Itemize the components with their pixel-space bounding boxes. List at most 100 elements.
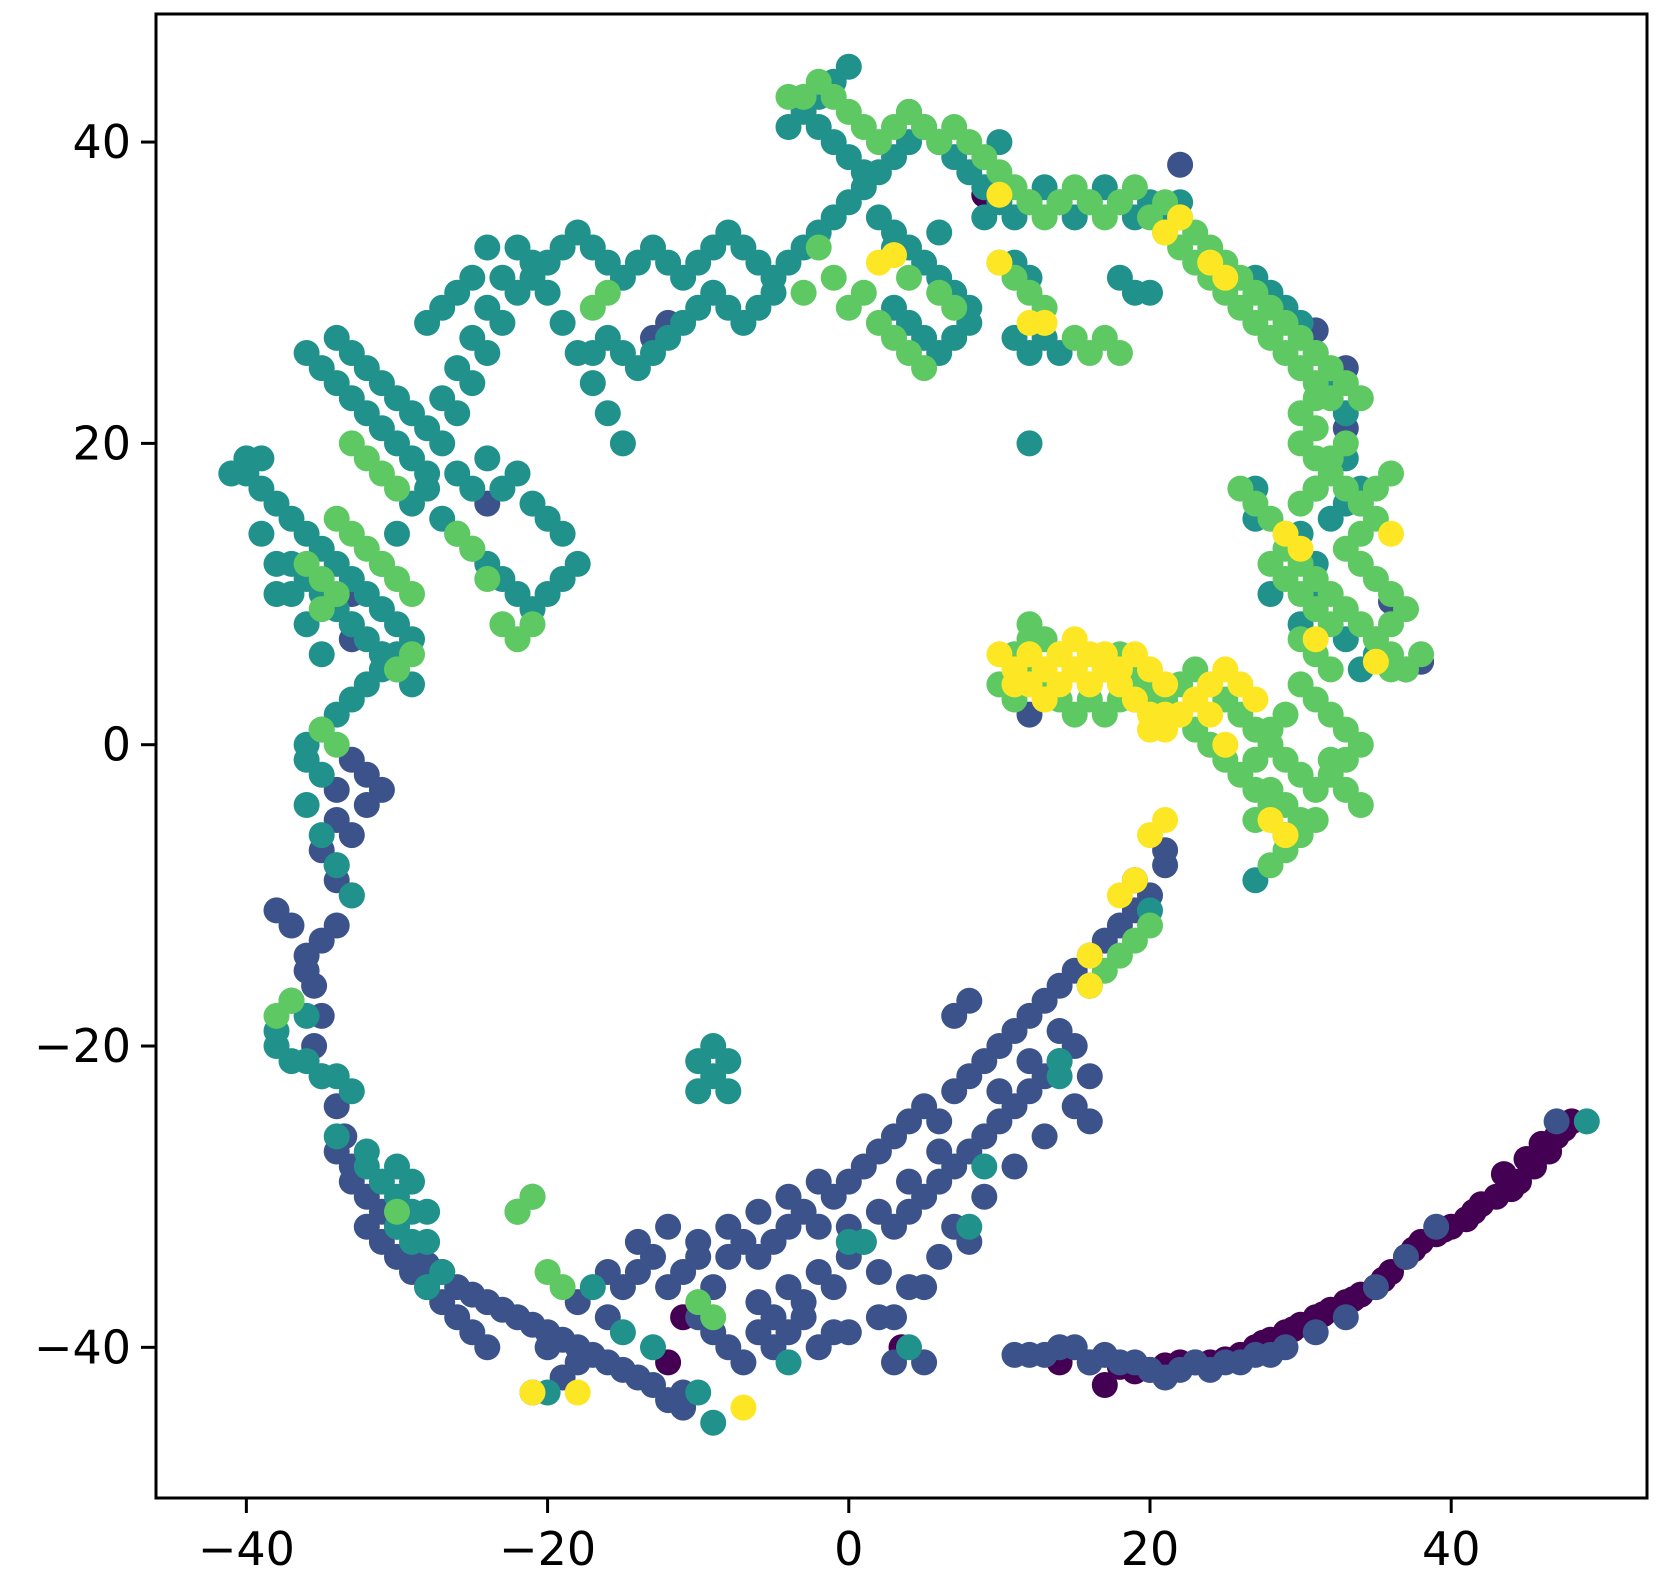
data-point: [384, 1198, 410, 1225]
data-point: [414, 309, 441, 336]
y-axis: −40 −20 0 20 40: [34, 115, 156, 1374]
data-point: [609, 430, 636, 457]
data-point: [489, 264, 516, 291]
data-point: [805, 234, 832, 261]
data-point: [941, 294, 968, 321]
data-point: [956, 987, 983, 1014]
data-point: [881, 242, 907, 269]
data-point: [1031, 1123, 1058, 1150]
data-point: [323, 731, 350, 758]
data-point: [805, 1168, 832, 1195]
data-point: [865, 309, 892, 336]
data-point: [414, 475, 441, 502]
data-point: [519, 611, 546, 638]
data-point: [1076, 972, 1103, 999]
data-point: [338, 1078, 365, 1105]
data-point: [1076, 671, 1103, 698]
data-point: [1287, 535, 1314, 562]
data-point: [745, 1198, 772, 1225]
data-point: [1016, 430, 1043, 457]
data-point: [971, 1153, 998, 1180]
data-point: [971, 1183, 998, 1210]
data-point: [384, 520, 410, 547]
data-point: [1287, 671, 1314, 698]
data-point: [338, 882, 365, 909]
series-4: [519, 181, 1404, 1421]
data-point: [1378, 520, 1404, 547]
data-point: [730, 1349, 757, 1376]
data-point: [1197, 249, 1224, 276]
data-point: [715, 1213, 742, 1240]
data-point: [564, 1349, 591, 1376]
data-point: [1001, 1153, 1028, 1180]
data-point: [865, 1259, 892, 1285]
data-point: [323, 852, 350, 879]
data-point: [323, 912, 350, 939]
data-point: [414, 1228, 441, 1255]
data-point: [1302, 1319, 1329, 1346]
data-point: [429, 1259, 456, 1285]
data-point: [474, 445, 501, 472]
x-tick-label: −40: [198, 1522, 295, 1576]
data-point: [1528, 1130, 1555, 1157]
data-point: [534, 279, 561, 306]
data-point: [1378, 460, 1404, 487]
data-point: [865, 1198, 892, 1225]
data-point: [956, 1213, 983, 1240]
data-point: [1362, 648, 1389, 675]
data-point: [1046, 1018, 1073, 1044]
data-point: [519, 1183, 546, 1210]
data-point: [1362, 1274, 1389, 1301]
data-point: [1046, 1063, 1073, 1090]
data-point: [926, 1243, 953, 1270]
data-point: [986, 249, 1013, 276]
y-tick-label: 0: [102, 718, 131, 772]
data-point: [1543, 1108, 1570, 1135]
data-point: [896, 1334, 922, 1361]
data-point: [775, 1183, 802, 1210]
data-point: [519, 1379, 546, 1406]
data-point: [1106, 882, 1133, 909]
x-axis: −40 −20 0 20 40: [198, 1498, 1481, 1576]
data-point: [609, 1319, 636, 1346]
data-point: [1347, 385, 1374, 412]
data-point: [715, 1078, 742, 1105]
data-point: [474, 234, 501, 261]
data-point: [1076, 1063, 1103, 1090]
data-point: [896, 264, 922, 291]
data-point: [624, 1228, 651, 1255]
data-point: [549, 1274, 576, 1301]
data-point: [1302, 385, 1329, 412]
data-point: [308, 641, 335, 668]
x-tick-label: −20: [499, 1522, 596, 1576]
data-point: [564, 1379, 591, 1406]
data-point: [655, 1213, 682, 1240]
data-point: [1257, 716, 1284, 743]
data-points: [218, 53, 1600, 1436]
data-point: [1460, 1198, 1487, 1225]
data-point: [594, 400, 621, 427]
data-point: [1347, 792, 1374, 818]
data-point: [1167, 151, 1194, 178]
data-point: [685, 1228, 712, 1255]
data-point: [1076, 942, 1103, 969]
data-point: [1152, 219, 1179, 246]
data-point: [459, 535, 486, 562]
data-point: [353, 1213, 380, 1240]
data-point: [1317, 505, 1344, 532]
data-point: [564, 550, 591, 577]
x-tick-label: 40: [1422, 1522, 1481, 1576]
data-point: [1317, 746, 1344, 773]
data-point: [850, 1228, 877, 1255]
data-point: [1242, 686, 1269, 713]
data-point: [1332, 1304, 1359, 1331]
x-tick-label: 20: [1121, 1522, 1180, 1576]
data-point: [384, 475, 410, 502]
data-point: [1302, 626, 1329, 653]
data-point: [1152, 701, 1179, 728]
data-point: [399, 641, 425, 668]
data-point: [790, 1304, 817, 1331]
data-point: [1016, 1048, 1043, 1075]
data-point: [1393, 1243, 1419, 1270]
